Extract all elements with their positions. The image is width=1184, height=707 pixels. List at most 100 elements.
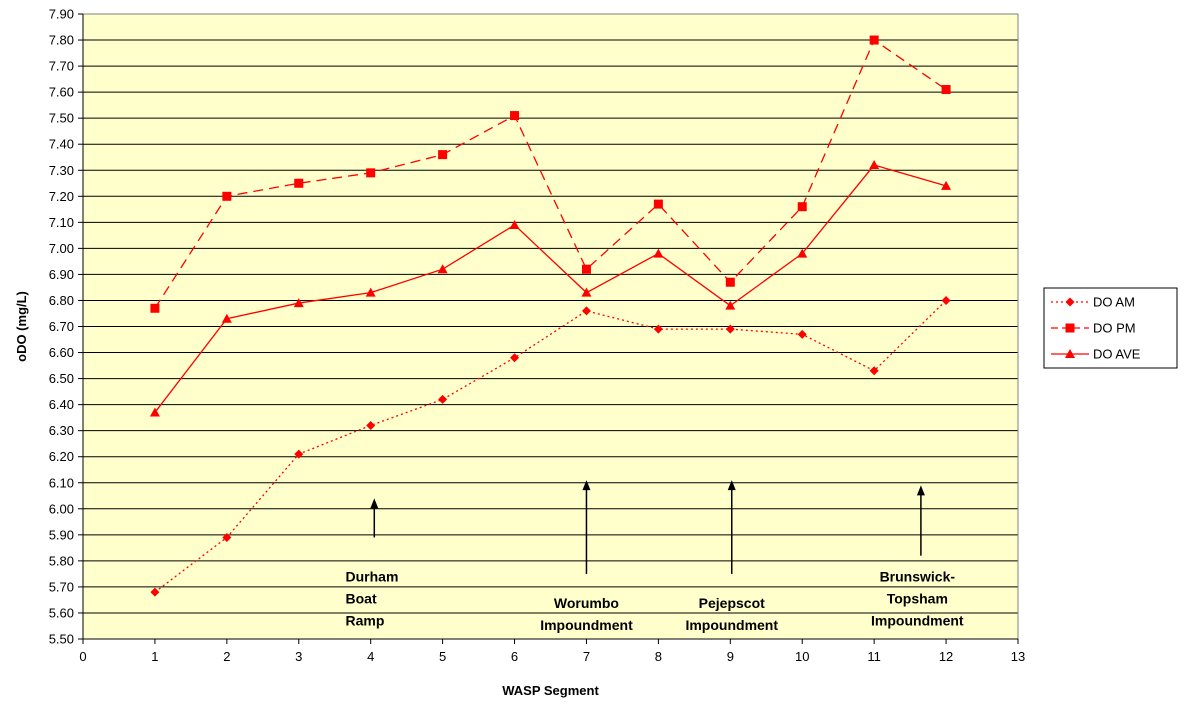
annotation-text: Pejepscot <box>699 595 765 611</box>
y-tick-label: 5.60 <box>49 605 74 620</box>
y-tick-labels: 5.50 5.60 5.70 5.80 5.90 6.00 6.10 6.20 6.30 6.40… <box>49 7 83 647</box>
series-do-ave <box>149 160 952 417</box>
data-point <box>941 180 952 190</box>
annotation-text: Worumbo <box>554 595 619 611</box>
y-tick-label: 6.80 <box>49 293 74 308</box>
y-tick-label: 7.00 <box>49 241 74 256</box>
y-tick-label: 6.10 <box>49 475 74 490</box>
legend-marker <box>1065 323 1075 333</box>
y-tick-label: 7.10 <box>49 215 74 230</box>
x-tick-label: 13 <box>1011 649 1025 664</box>
data-point <box>294 178 304 188</box>
annotation: Durham Boat Ramp <box>346 498 399 629</box>
data-point <box>725 324 735 334</box>
y-tick-label: 7.90 <box>49 7 74 22</box>
data-point <box>725 300 736 310</box>
y-tick-label: 7.30 <box>49 163 74 178</box>
annotation-text: Brunswick- <box>880 569 956 585</box>
data-point <box>150 303 160 313</box>
data-point <box>365 287 376 297</box>
legend-entry: DO PM <box>1051 321 1136 336</box>
data-point <box>581 264 591 274</box>
series-line <box>154 164 947 413</box>
data-point <box>581 287 592 297</box>
y-axis-title: oDO (mg/L) <box>14 291 29 362</box>
annotation: Pejepscot Impoundment <box>685 480 778 633</box>
x-tick-label: 2 <box>223 649 230 664</box>
data-point <box>941 295 951 305</box>
x-tick-label: 6 <box>511 649 518 664</box>
data-point <box>149 407 160 417</box>
data-point <box>293 298 304 308</box>
y-tick-label: 5.50 <box>49 632 74 647</box>
data-point <box>653 248 664 258</box>
gridlines <box>83 13 1018 640</box>
y-tick-label: 5.70 <box>49 579 74 594</box>
y-tick-label: 5.90 <box>49 527 74 542</box>
y-tick-label: 6.70 <box>49 319 74 334</box>
legend: DO AM DO PM DO AVE <box>1043 287 1178 369</box>
x-tick-label: 5 <box>439 649 446 664</box>
x-tick-label: 8 <box>655 649 662 664</box>
legend-entry: DO AM <box>1051 295 1135 310</box>
annotations: Durham Boat Ramp Worumbo Impoundment Pejepsco… <box>346 480 964 633</box>
series-do-pm <box>150 35 951 313</box>
series-line <box>154 299 947 593</box>
annotation-text: Boat <box>346 591 377 607</box>
annotation-arrowhead <box>916 485 925 496</box>
x-tick-label: 11 <box>867 649 881 664</box>
data-point <box>222 191 232 201</box>
data-point <box>437 264 448 274</box>
series-line <box>154 39 947 309</box>
x-tick-label: 9 <box>727 649 734 664</box>
series-do-am <box>150 295 951 597</box>
data-point <box>797 202 807 212</box>
data-point <box>294 449 304 459</box>
legend-marker <box>1065 349 1075 358</box>
data-point <box>366 420 376 430</box>
y-tick-label: 6.90 <box>49 267 74 282</box>
data-point <box>941 85 951 95</box>
data-point <box>725 277 735 287</box>
legend-entry: DO AVE <box>1051 347 1141 362</box>
x-tick-label: 4 <box>367 649 374 664</box>
y-tick-label: 6.40 <box>49 397 74 412</box>
data-point <box>797 248 808 258</box>
y-tick-label: 7.60 <box>49 85 74 100</box>
data-point <box>366 168 376 178</box>
data-point <box>222 532 232 542</box>
x-tick-label: 0 <box>79 649 86 664</box>
annotation-text: Impoundment <box>540 617 633 633</box>
data-point <box>869 35 879 45</box>
x-tick-label: 3 <box>295 649 302 664</box>
legend-marker <box>1065 297 1075 307</box>
series <box>149 35 952 597</box>
annotation-text: Durham <box>346 569 399 585</box>
data-point <box>509 219 520 229</box>
y-tick-label: 7.20 <box>49 189 74 204</box>
x-tick-label: 10 <box>795 649 809 664</box>
data-point <box>653 199 663 209</box>
x-tick-label: 12 <box>939 649 953 664</box>
x-axis-title: WASP Segment <box>502 683 599 698</box>
annotation-arrowhead <box>582 480 591 491</box>
annotation-text: Topsham <box>887 591 948 607</box>
y-tick-label: 7.70 <box>49 59 74 74</box>
annotation: Brunswick- Topsham Impoundment <box>871 485 964 629</box>
y-tick-label: 6.20 <box>49 449 74 464</box>
data-point <box>797 329 807 339</box>
y-tick-label: 7.50 <box>49 111 74 126</box>
data-point <box>150 587 160 597</box>
legend-label: DO AM <box>1093 295 1135 310</box>
legend-label: DO PM <box>1093 321 1136 336</box>
data-point <box>438 394 448 404</box>
annotation-arrowhead <box>727 480 736 491</box>
data-point <box>869 160 880 170</box>
x-tick-label: 7 <box>583 649 590 664</box>
data-point <box>510 353 520 363</box>
data-point <box>869 366 879 376</box>
data-point <box>510 111 520 121</box>
y-tick-label: 5.80 <box>49 553 74 568</box>
annotation-text: Ramp <box>346 613 385 629</box>
y-tick-label: 7.40 <box>49 137 74 152</box>
